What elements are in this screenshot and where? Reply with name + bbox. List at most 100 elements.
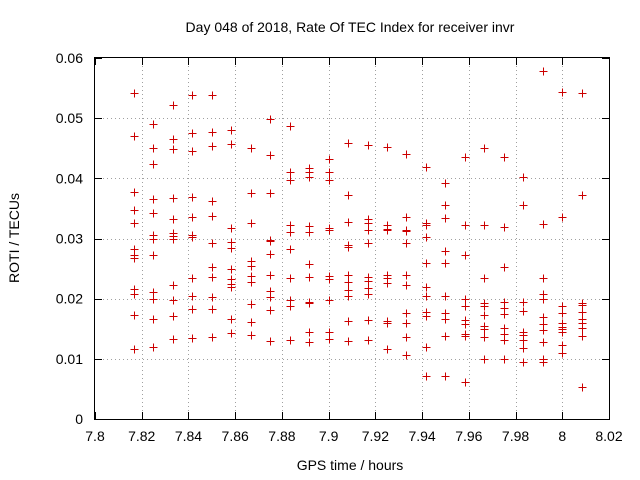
data-point <box>402 271 411 280</box>
data-point <box>169 145 178 154</box>
x-tick-label: 7.9 <box>319 428 339 444</box>
data-point <box>149 144 158 153</box>
data-point <box>402 351 411 360</box>
data-point <box>383 143 392 152</box>
data-point <box>422 283 431 292</box>
data-point <box>130 206 139 215</box>
data-point <box>441 292 450 301</box>
data-point <box>227 244 236 253</box>
data-point <box>519 336 528 345</box>
data-point <box>461 251 470 260</box>
data-point <box>558 328 567 337</box>
data-point <box>539 338 548 347</box>
data-point <box>286 336 295 345</box>
data-point <box>208 197 217 206</box>
data-point <box>539 67 548 76</box>
data-point <box>266 271 275 280</box>
data-point <box>286 228 295 237</box>
data-point <box>480 355 489 364</box>
data-point <box>188 213 197 222</box>
data-point <box>539 313 548 322</box>
data-point <box>208 91 217 100</box>
data-point <box>305 328 314 337</box>
data-point <box>149 160 158 169</box>
data-point <box>364 226 373 235</box>
data-point <box>266 306 275 315</box>
data-point <box>441 332 450 341</box>
data-point <box>247 189 256 198</box>
y-tick-label: 0.06 <box>56 50 83 66</box>
data-point <box>519 173 528 182</box>
data-point <box>266 151 275 160</box>
data-point <box>325 226 334 235</box>
data-point <box>539 326 548 335</box>
data-point <box>578 89 587 98</box>
data-point <box>188 274 197 283</box>
data-point <box>383 319 392 328</box>
data-point <box>149 195 158 204</box>
data-point <box>422 343 431 352</box>
data-point <box>364 141 373 150</box>
data-point <box>169 235 178 244</box>
x-tick-label: 7.84 <box>175 428 202 444</box>
y-tick-label: 0.04 <box>56 170 83 186</box>
data-point <box>422 221 431 230</box>
data-point <box>266 237 275 246</box>
data-point <box>402 319 411 328</box>
data-point <box>539 295 548 304</box>
data-point <box>441 201 450 210</box>
y-tick-label: 0.02 <box>56 291 83 307</box>
data-point <box>325 328 334 337</box>
data-point <box>208 263 217 272</box>
data-point <box>325 296 334 305</box>
x-tick-label: 8 <box>558 428 566 444</box>
data-point <box>266 189 275 198</box>
data-point <box>422 233 431 242</box>
data-point <box>305 228 314 237</box>
y-axis-label: ROTI / TECUs <box>6 193 22 283</box>
data-point <box>461 302 470 311</box>
data-point <box>383 345 392 354</box>
data-point <box>519 344 528 353</box>
data-point <box>227 224 236 233</box>
data-point <box>500 263 509 272</box>
data-point <box>188 147 197 156</box>
data-point <box>539 220 548 229</box>
data-point <box>266 293 275 302</box>
data-point <box>344 243 353 252</box>
data-point <box>364 290 373 299</box>
x-tick-label: 7.86 <box>222 428 249 444</box>
data-point <box>149 120 158 129</box>
x-tick-label: 7.92 <box>362 428 389 444</box>
data-point <box>208 333 217 342</box>
data-point <box>344 337 353 346</box>
data-point <box>519 201 528 210</box>
data-point <box>461 221 470 230</box>
data-point <box>286 168 295 177</box>
data-points <box>130 67 587 392</box>
data-point <box>130 188 139 197</box>
y-tick-label: 0.03 <box>56 231 83 247</box>
data-point <box>149 295 158 304</box>
x-tick-label: 7.88 <box>268 428 295 444</box>
data-point <box>558 309 567 318</box>
data-point <box>227 315 236 324</box>
data-point <box>558 88 567 97</box>
data-point <box>286 245 295 254</box>
data-point <box>461 153 470 162</box>
data-point <box>188 305 197 314</box>
data-point <box>402 239 411 248</box>
data-point <box>188 292 197 301</box>
data-point <box>364 336 373 345</box>
data-point <box>441 259 450 268</box>
data-point <box>500 310 509 319</box>
data-point <box>344 139 353 148</box>
data-point <box>305 273 314 282</box>
data-point <box>480 325 489 334</box>
data-point <box>325 275 334 284</box>
data-point <box>539 274 548 283</box>
data-point <box>500 355 509 364</box>
data-point <box>130 89 139 98</box>
data-point <box>461 295 470 304</box>
data-point <box>305 173 314 182</box>
